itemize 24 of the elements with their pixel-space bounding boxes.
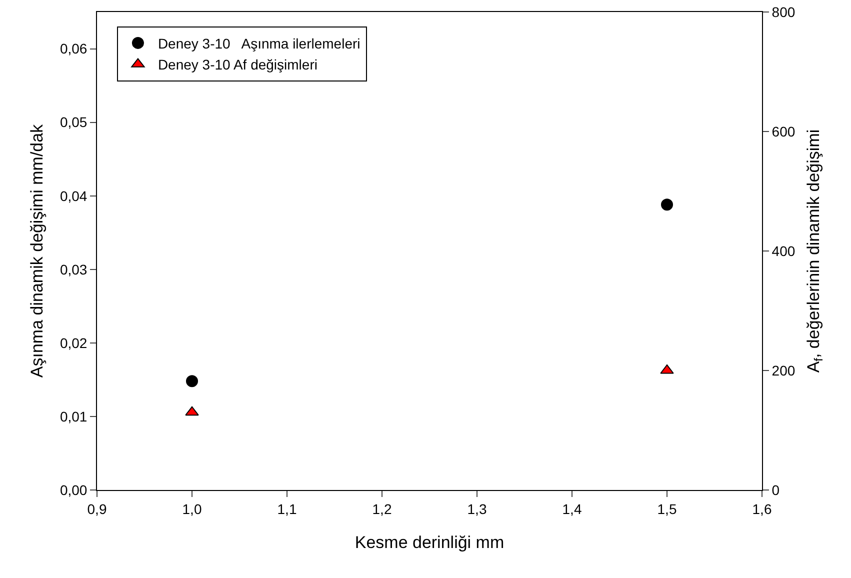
x-tick-label: 1,3 <box>467 500 487 517</box>
x-tick-label: 1,1 <box>277 500 297 517</box>
x-tick-label: 1,2 <box>372 500 392 517</box>
y-tick-label: 0,00 <box>60 482 88 498</box>
legend-label: Deney 3-10 Af değişimleri <box>158 56 318 73</box>
y2-tick-label: 600 <box>772 123 796 140</box>
x-tick-label: 1,5 <box>657 500 677 517</box>
y2-tick-label: 400 <box>772 242 796 259</box>
y-tick-label: 0,03 <box>60 261 88 278</box>
y-tick-label: 0,06 <box>60 40 88 57</box>
y2-tick-label: 200 <box>772 362 796 378</box>
x-tick-label: 1,0 <box>182 500 202 517</box>
legend-label: Deney 3-10 Aşınma ilerlemeleri <box>158 35 360 52</box>
x-tick-label: 1,4 <box>562 500 582 517</box>
x-tick-label: 1,6 <box>752 500 772 517</box>
x-axis-title: Kesme derinliği mm <box>354 533 504 552</box>
y-axis-title: Aşınma dinamik değişimi mm/dak <box>28 124 46 378</box>
y-tick-label: 0,02 <box>60 334 88 351</box>
y2-tick-label: 800 <box>772 4 796 20</box>
y2-tick-label: 0 <box>772 482 780 498</box>
y-tick-label: 0,05 <box>60 114 88 130</box>
y-tick-label: 0,04 <box>60 188 88 204</box>
x-tick-label: 0,9 <box>87 500 107 517</box>
y-tick-label: 0,01 <box>60 408 88 424</box>
